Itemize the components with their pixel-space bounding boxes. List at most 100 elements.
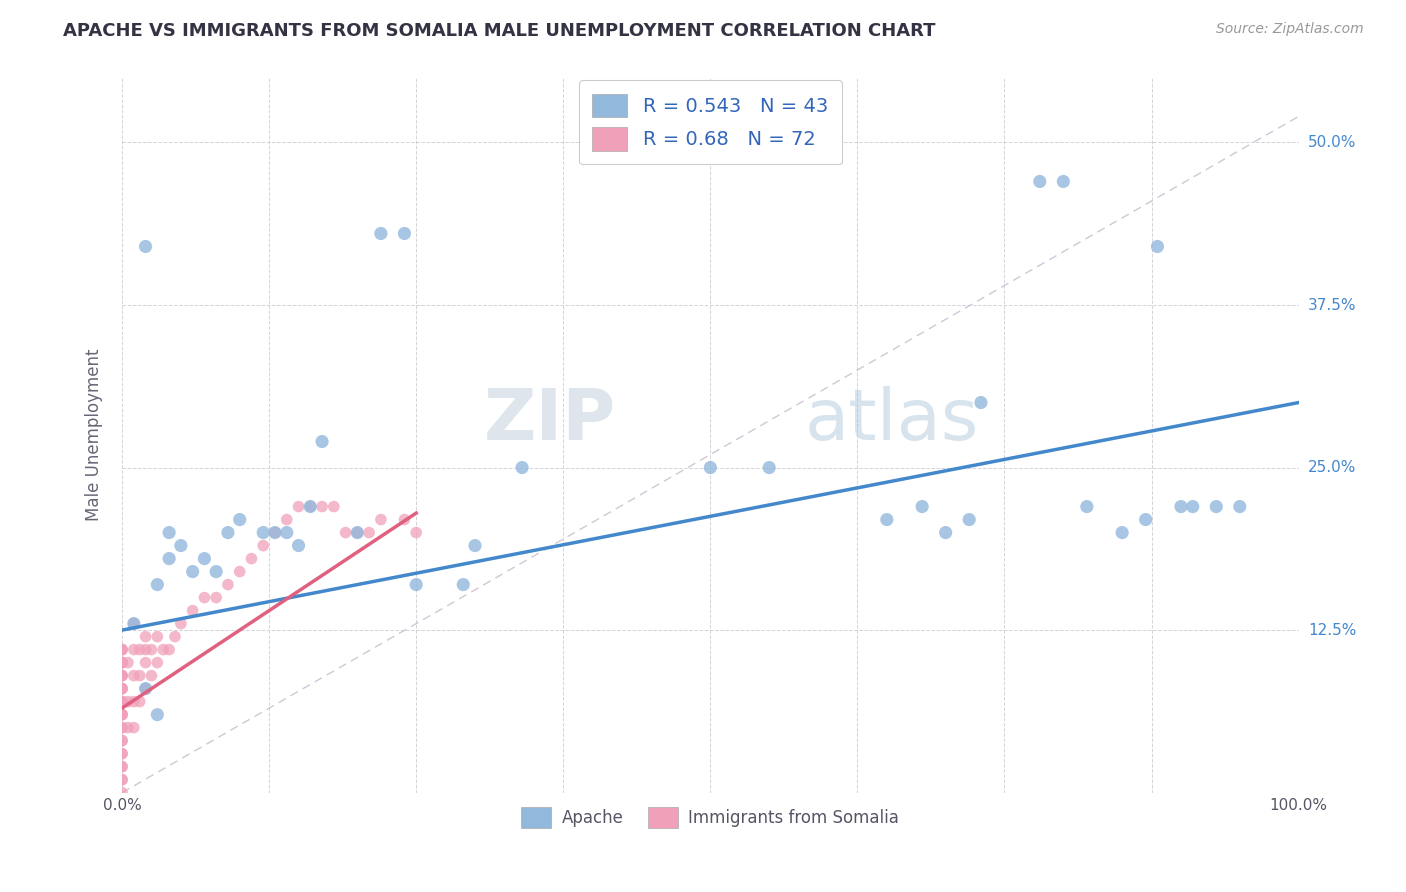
Point: [122, 616, 145, 631]
Point: [276, 525, 298, 540]
Y-axis label: Male Unemployment: Male Unemployment: [86, 349, 103, 521]
Point: [181, 604, 204, 618]
Point: [335, 525, 357, 540]
Point: [111, 707, 134, 722]
Point: [135, 681, 157, 696]
Point: [322, 500, 344, 514]
Point: [346, 525, 368, 540]
Point: [876, 512, 898, 526]
Point: [276, 512, 298, 526]
Point: [111, 786, 134, 800]
Point: [152, 642, 174, 657]
Point: [111, 681, 134, 696]
Point: [135, 642, 157, 657]
Point: [252, 539, 274, 553]
Point: [1029, 174, 1052, 188]
Point: [228, 565, 250, 579]
Point: [128, 642, 150, 657]
Point: [122, 642, 145, 657]
Point: [111, 721, 134, 735]
Point: [146, 656, 169, 670]
Point: [111, 642, 134, 657]
Point: [111, 695, 134, 709]
Point: [111, 733, 134, 747]
Point: [122, 721, 145, 735]
Point: [170, 616, 193, 631]
Point: [163, 630, 186, 644]
Point: [205, 565, 228, 579]
Point: [135, 630, 157, 644]
Point: [240, 551, 263, 566]
Point: [1181, 500, 1204, 514]
Point: [370, 227, 392, 241]
Point: [111, 759, 134, 773]
Point: [111, 695, 134, 709]
Point: [117, 695, 139, 709]
Point: [111, 642, 134, 657]
Point: [451, 577, 474, 591]
Point: [299, 500, 322, 514]
Point: [311, 500, 333, 514]
Point: [510, 460, 533, 475]
Point: [287, 500, 309, 514]
Point: [193, 591, 215, 605]
Point: [1052, 174, 1074, 188]
Point: [111, 668, 134, 682]
Point: [911, 500, 934, 514]
Text: APACHE VS IMMIGRANTS FROM SOMALIA MALE UNEMPLOYMENT CORRELATION CHART: APACHE VS IMMIGRANTS FROM SOMALIA MALE U…: [63, 22, 936, 40]
Point: [1111, 525, 1133, 540]
Text: 50.0%: 50.0%: [1308, 135, 1357, 150]
Point: [287, 539, 309, 553]
Point: [157, 551, 180, 566]
Point: [146, 577, 169, 591]
Point: [1146, 239, 1168, 253]
Point: [111, 681, 134, 696]
Point: [264, 525, 287, 540]
Point: [346, 525, 368, 540]
Point: [135, 681, 157, 696]
Point: [128, 695, 150, 709]
Point: [111, 656, 134, 670]
Point: [957, 512, 980, 526]
Point: [299, 500, 322, 514]
Point: [181, 565, 204, 579]
Point: [170, 539, 193, 553]
Point: [228, 512, 250, 526]
Point: [111, 695, 134, 709]
Point: [111, 733, 134, 747]
Point: [111, 772, 134, 787]
Point: [464, 539, 486, 553]
Point: [394, 512, 416, 526]
Point: [370, 512, 392, 526]
Point: [157, 642, 180, 657]
Point: [264, 525, 287, 540]
Point: [111, 747, 134, 761]
Point: [1135, 512, 1157, 526]
Legend: Apache, Immigrants from Somalia: Apache, Immigrants from Somalia: [515, 801, 905, 834]
Point: [122, 695, 145, 709]
Text: Source: ZipAtlas.com: Source: ZipAtlas.com: [1216, 22, 1364, 37]
Point: [193, 551, 215, 566]
Text: 12.5%: 12.5%: [1308, 623, 1357, 638]
Point: [146, 630, 169, 644]
Point: [405, 577, 427, 591]
Point: [1170, 500, 1192, 514]
Point: [758, 460, 780, 475]
Point: [111, 668, 134, 682]
Point: [1205, 500, 1227, 514]
Point: [111, 668, 134, 682]
Text: ZIP: ZIP: [484, 386, 616, 455]
Point: [157, 525, 180, 540]
Point: [135, 239, 157, 253]
Point: [117, 656, 139, 670]
Point: [111, 721, 134, 735]
Point: [252, 525, 274, 540]
Text: 37.5%: 37.5%: [1308, 298, 1357, 312]
Point: [405, 525, 427, 540]
Point: [111, 656, 134, 670]
Point: [970, 395, 993, 409]
Point: [111, 642, 134, 657]
Point: [935, 525, 957, 540]
Point: [394, 227, 416, 241]
Point: [1229, 500, 1251, 514]
